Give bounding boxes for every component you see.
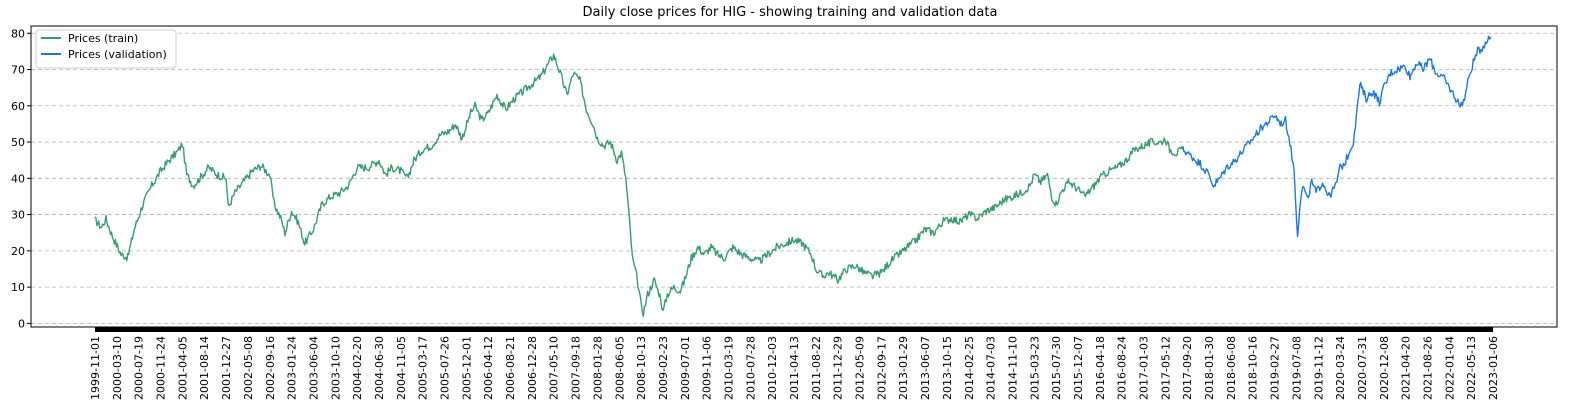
x-tick-label: 2003-06-04 (307, 336, 320, 400)
x-tick-label: 2018-01-30 (1203, 336, 1216, 400)
x-tick-label: 2017-05-12 (1159, 336, 1172, 400)
x-tick-label: 1999-11-01 (89, 336, 102, 400)
x-tick-label: 2017-09-20 (1181, 336, 1194, 400)
x-tick-label: 2005-03-17 (417, 336, 430, 400)
x-tick-label: 2014-07-03 (985, 336, 998, 400)
x-tick-label: 2013-01-29 (897, 336, 910, 400)
x-tick-label: 2000-07-19 (133, 336, 146, 400)
x-tick-label: 2013-10-15 (941, 336, 954, 400)
x-tick-label: 2007-05-10 (548, 336, 561, 400)
y-tick-label-30: 30 (11, 209, 25, 222)
x-tick-label: 2015-07-30 (1050, 336, 1063, 400)
x-tick-label: 2010-03-19 (722, 336, 735, 400)
y-tick-label-40: 40 (11, 172, 25, 185)
legend: Prices (train) Prices (validation) (35, 29, 177, 69)
x-tick-label: 2007-09-18 (570, 336, 583, 400)
x-tick-label: 2004-02-20 (351, 336, 364, 400)
x-tick-label: 2020-07-31 (1356, 336, 1369, 400)
y-tick-label-80: 80 (11, 27, 25, 40)
x-tick-label: 2008-01-28 (591, 336, 604, 400)
x-tick-label: 2008-10-13 (635, 336, 648, 400)
x-tick-label: 2012-09-17 (875, 336, 888, 400)
x-tick-label: 2018-06-08 (1225, 336, 1238, 400)
x-tick-label: 2008-06-05 (613, 336, 626, 400)
plot-frame (30, 25, 1558, 328)
gridlines (31, 32, 1557, 324)
chart-title: Daily close prices for HIG - showing tra… (583, 5, 998, 20)
y-tick-label-0: 0 (18, 317, 25, 330)
legend-box (35, 29, 177, 69)
x-tick-label: 2006-12-28 (526, 336, 539, 400)
x-tick-label: 2015-12-07 (1072, 336, 1085, 400)
x-tick-label: 2006-08-21 (504, 336, 517, 400)
x-tick-label: 2013-06-07 (919, 336, 932, 400)
x-tick-label: 2023-01-06 (1487, 336, 1500, 400)
x-tick-label: 2018-10-16 (1247, 336, 1260, 400)
y-tick-label-50: 50 (11, 136, 25, 149)
y-tick-label-60: 60 (11, 100, 25, 113)
legend-label-validation: Prices (validation) (68, 48, 167, 61)
x-tick-label: 2011-04-13 (788, 336, 801, 400)
y-axis: 0 10 20 30 40 50 60 70 80 (11, 27, 31, 330)
x-tick-label: 2019-02-27 (1269, 336, 1282, 400)
x-tick-label: 2022-05-13 (1465, 336, 1478, 400)
x-tick-label: 2009-02-23 (657, 336, 670, 400)
x-tick-label: 2005-07-26 (439, 336, 452, 400)
x-tick-label: 2002-05-08 (242, 336, 255, 400)
x-tick-label: 2015-03-23 (1028, 336, 1041, 400)
x-tick-label: 2020-03-24 (1334, 336, 1347, 400)
x-tick-label: 2021-04-20 (1400, 336, 1413, 400)
x-tick-label: 2003-10-10 (329, 336, 342, 400)
x-tick-label: 2014-11-10 (1006, 336, 1019, 400)
x-tick-label: 2016-04-18 (1094, 336, 1107, 400)
x-tick-label: 2010-07-28 (744, 336, 757, 400)
x-tick-label: 2005-12-01 (460, 336, 473, 400)
x-tick-label: 2022-01-04 (1443, 336, 1456, 400)
x-tick-label: 2011-08-22 (810, 336, 823, 400)
x-tick-label: 2019-07-08 (1290, 336, 1303, 400)
x-tick-label: 2001-12-27 (220, 336, 233, 400)
x-tick-label: 2003-01-24 (286, 336, 299, 400)
x-tick-label: 2012-05-09 (854, 336, 867, 400)
legend-label-train: Prices (train) (68, 32, 138, 45)
x-tick-label: 2001-04-05 (176, 336, 189, 400)
x-tick-label: 2019-11-12 (1312, 336, 1325, 400)
x-tick-label: 2004-06-30 (373, 336, 386, 400)
y-tick-label-70: 70 (11, 64, 25, 77)
x-axis: 1999-11-01 2000-03-10 2000-07-19 2000-11-24… (89, 327, 1500, 400)
x-tick-label: 2004-11-05 (395, 336, 408, 400)
x-tick-label: 2009-07-01 (679, 336, 692, 400)
y-tick-label-20: 20 (11, 245, 25, 258)
x-tick-label: 2017-01-03 (1138, 336, 1151, 400)
x-tick-label: 2014-02-25 (963, 336, 976, 400)
x-tick-label: 2020-12-08 (1378, 336, 1391, 400)
y-tick-label-10: 10 (11, 281, 25, 294)
x-tick-band (95, 327, 1493, 332)
x-tick-label: 2006-04-12 (482, 336, 495, 400)
x-tick-label: 2001-08-14 (198, 336, 211, 400)
series-layer (94, 35, 1492, 318)
x-tick-label: 2009-11-06 (701, 336, 714, 400)
x-tick-label: 2000-11-24 (155, 336, 168, 400)
series-line-train (94, 53, 1184, 318)
x-tick-label: 2002-09-16 (264, 336, 277, 400)
x-tick-label: 2016-08-24 (1116, 336, 1129, 400)
x-tick-label: 2000-03-10 (111, 336, 124, 400)
x-tick-label: 2010-12-03 (766, 336, 779, 400)
series-line-validation (1182, 35, 1492, 238)
x-tick-label: 2021-08-26 (1421, 336, 1434, 400)
x-tick-label: 2011-12-29 (832, 336, 845, 400)
